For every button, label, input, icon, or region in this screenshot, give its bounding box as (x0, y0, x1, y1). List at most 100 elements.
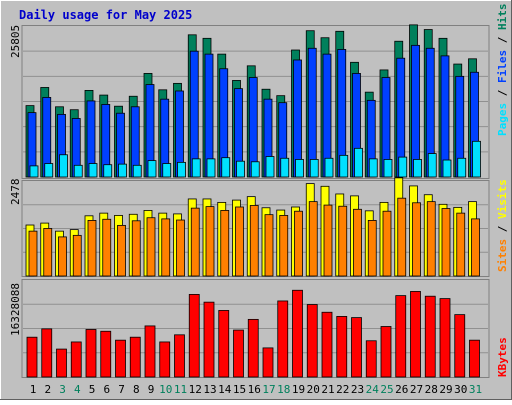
kbytes-bar (218, 310, 230, 378)
sites-bar (87, 220, 97, 277)
sites-bar (43, 228, 53, 277)
bar-marks (25, 24, 481, 378)
pages-bar (368, 158, 378, 178)
kbytes-bar (306, 304, 318, 378)
pages-bar (457, 157, 467, 178)
sites-bar (338, 205, 348, 277)
x-tick-label: 22 (336, 383, 349, 396)
x-tick-label: 28 (425, 383, 438, 396)
x-tick-label: 10 (159, 383, 172, 396)
pages-bar (103, 164, 113, 178)
pages-bar (236, 160, 245, 178)
x-tick-label: 12 (189, 383, 202, 396)
x-tick-label: 20 (307, 383, 320, 396)
bottom-legend: KBytes (496, 337, 509, 377)
pages-bar (73, 164, 83, 178)
kbytes-bar (26, 336, 38, 378)
sites-bar (28, 230, 38, 277)
legend-sites: Sites (496, 239, 509, 272)
sites-bar (117, 224, 126, 277)
top-legend: Pages / Files / Hits (496, 4, 509, 137)
pages-bar (250, 161, 260, 178)
pages-bar (427, 153, 437, 178)
legend-sep-3: / (496, 219, 509, 239)
kbytes-bar (56, 348, 67, 378)
x-tick-labels: 1 2 3 4 5 6 7 8 9 10 11 12 13 14 15 16 17 18 19 20 21 22 23 24 2… (30, 383, 482, 396)
pages-bar (280, 157, 290, 178)
hits-max-label: 25805 (9, 25, 22, 58)
sites-bar (294, 210, 303, 277)
sites-bar (102, 218, 112, 277)
kbytes-bar (41, 328, 53, 378)
legend-kbytes: KBytes (496, 337, 509, 377)
kbytes-bar (454, 314, 466, 378)
pages-bar (44, 163, 54, 178)
x-tick-label: 15 (233, 383, 246, 396)
kbytes-bar (188, 294, 200, 378)
sites-bar (426, 201, 436, 277)
sites-bar (412, 202, 421, 277)
sites-bar (220, 210, 230, 277)
pages-bar (147, 160, 157, 178)
kbytes-bar (380, 326, 392, 378)
files-bar (307, 47, 317, 178)
x-tick-label: 13 (203, 383, 216, 396)
kbytes-bar (336, 316, 348, 378)
x-tick-label: 9 (148, 383, 155, 396)
pages-bar (324, 157, 334, 178)
sites-bar (323, 204, 333, 277)
kbytes-bar (129, 336, 141, 378)
x-tick-label: 11 (174, 383, 187, 396)
kbytes-bar (424, 295, 436, 378)
x-tick-label: 29 (439, 383, 452, 396)
pages-bar (265, 156, 275, 178)
kbytes-bar (159, 341, 171, 378)
sites-bar (146, 217, 156, 277)
legend-files: Files (496, 50, 509, 83)
legend-sep-2: / (496, 30, 509, 50)
x-tick-label: 24 (366, 383, 380, 396)
mid-legend: Sites / Visits (496, 179, 509, 272)
pages-bar (413, 159, 422, 178)
files-bar (411, 44, 420, 178)
kbytes-bar (70, 341, 82, 378)
pages-bar (206, 158, 216, 178)
x-tick-label: 4 (74, 383, 81, 396)
pages-bar (132, 164, 142, 178)
sites-bar (249, 205, 259, 277)
sites-bar (161, 218, 171, 277)
sites-bar (441, 208, 451, 277)
pages-bar (309, 159, 319, 178)
x-tick-label: 18 (277, 383, 290, 396)
legend-pages: Pages (496, 103, 509, 136)
sites-bar (367, 220, 377, 277)
sites-bar (131, 220, 141, 277)
x-tick-label: 31 (469, 383, 482, 396)
sites-bar (471, 218, 480, 277)
kbytes-bar (262, 347, 274, 378)
pages-bar (339, 154, 349, 178)
x-tick-label: 2 (44, 383, 51, 396)
x-tick-label: 30 (454, 383, 467, 396)
sites-bar (235, 206, 244, 277)
kbytes-bar (85, 329, 97, 378)
x-tick-label: 19 (292, 383, 305, 396)
sites-bar (382, 210, 392, 277)
kbytes-max-label: 16328088 (9, 283, 22, 336)
legend-hits: Hits (496, 4, 509, 31)
files-bar (189, 50, 199, 178)
files-bar (440, 55, 450, 178)
kbytes-bar (469, 339, 480, 378)
x-tick-label: 1 (30, 383, 37, 396)
pages-bar (221, 157, 231, 178)
kbytes-bar (233, 329, 244, 378)
kbytes-bar (247, 318, 259, 378)
pages-bar (118, 163, 127, 178)
x-tick-label: 14 (218, 383, 232, 396)
pages-bar (442, 159, 452, 178)
legend-visits: Visits (496, 179, 509, 219)
x-tick-label: 21 (321, 383, 334, 396)
sites-bar (353, 208, 362, 277)
